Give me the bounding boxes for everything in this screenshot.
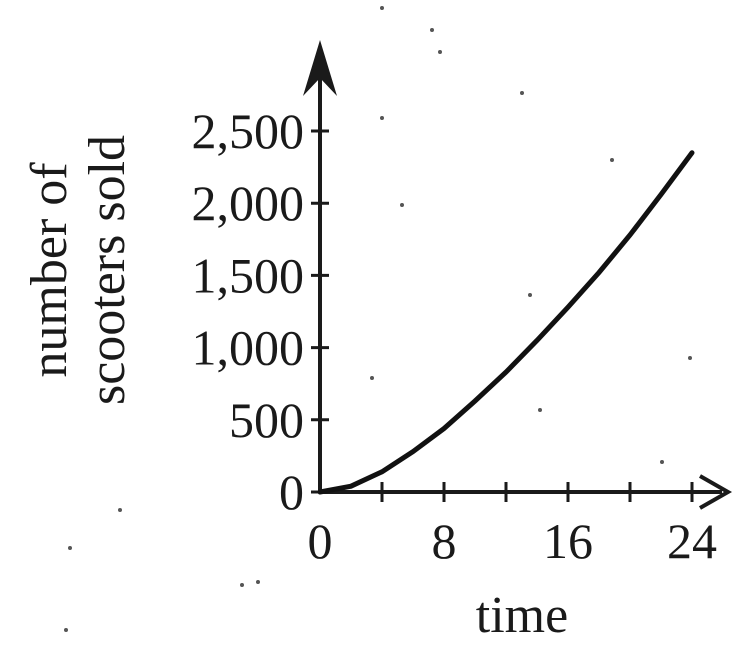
y-axis-title: number of scooters sold — [21, 135, 136, 405]
y-tick-label-500: 500 — [229, 392, 304, 448]
y-tick-label-1500: 1,500 — [192, 247, 305, 303]
x-tick-label-8: 8 — [432, 513, 457, 569]
y-axis-arrow — [303, 40, 337, 96]
x-tick-label-16: 16 — [543, 513, 593, 569]
scan-specks — [64, 6, 692, 632]
y-tick-label-1000: 1,000 — [192, 320, 305, 376]
y-axis-title-line-2: scooters sold — [79, 135, 136, 405]
x-axis-tick-labels: 0 8 16 24 — [308, 513, 718, 569]
x-axis-ticks — [380, 482, 694, 502]
x-axis-title: time — [476, 587, 568, 644]
x-tick-label-24: 24 — [667, 513, 717, 569]
y-tick-label-0: 0 — [279, 464, 304, 520]
y-axis-title-line-1: number of — [21, 162, 78, 378]
y-tick-label-2000: 2,000 — [192, 175, 305, 231]
series-line — [317, 150, 695, 495]
x-axis-arrow — [699, 474, 733, 510]
y-tick-label-2500: 2,500 — [192, 103, 305, 159]
x-tick-label-0: 0 — [308, 513, 333, 569]
y-axis-tick-labels: 0 500 1,000 1,500 2,000 2,500 — [192, 103, 305, 520]
